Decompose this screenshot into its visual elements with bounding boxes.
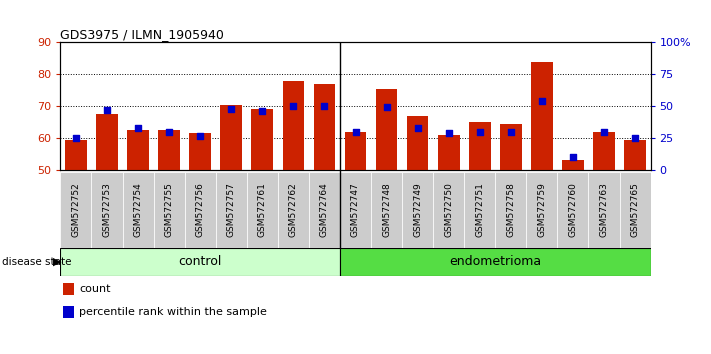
Point [443,130,454,136]
Bar [438,135,459,170]
FancyBboxPatch shape [557,172,589,248]
FancyBboxPatch shape [619,172,651,248]
FancyBboxPatch shape [433,172,464,248]
Point [70,135,82,141]
Point [132,125,144,131]
Point [598,129,609,135]
Text: control: control [178,256,222,268]
Bar [593,132,615,170]
FancyBboxPatch shape [309,172,340,248]
Bar [407,116,429,170]
Text: GSM572759: GSM572759 [538,183,546,238]
Bar [314,84,336,170]
Text: endometrioma: endometrioma [449,256,541,268]
FancyBboxPatch shape [247,172,278,248]
Text: ▶: ▶ [53,257,62,267]
FancyBboxPatch shape [496,172,526,248]
Text: GSM572751: GSM572751 [475,183,484,238]
Point [567,154,579,160]
FancyBboxPatch shape [340,248,651,276]
FancyBboxPatch shape [464,172,496,248]
FancyBboxPatch shape [589,172,619,248]
FancyBboxPatch shape [526,172,557,248]
FancyBboxPatch shape [60,172,92,248]
FancyBboxPatch shape [60,248,340,276]
Text: count: count [80,284,111,294]
Bar [189,133,211,170]
FancyBboxPatch shape [185,172,215,248]
Bar [282,81,304,170]
Bar [375,88,397,170]
Bar [345,132,366,170]
FancyBboxPatch shape [154,172,185,248]
Point [225,106,237,112]
Text: GDS3975 / ILMN_1905940: GDS3975 / ILMN_1905940 [60,28,224,41]
Text: GSM572760: GSM572760 [568,183,577,238]
Bar [127,130,149,170]
Text: GSM572750: GSM572750 [444,183,453,238]
FancyBboxPatch shape [122,172,154,248]
Text: GSM572748: GSM572748 [382,183,391,238]
Point [257,108,268,114]
FancyBboxPatch shape [92,172,122,248]
Point [350,129,361,135]
Point [412,125,423,131]
Text: GSM572755: GSM572755 [165,183,173,238]
Text: GSM572757: GSM572757 [227,183,236,238]
FancyBboxPatch shape [371,172,402,248]
Text: GSM572749: GSM572749 [413,183,422,238]
Point [102,107,113,113]
Point [319,103,330,109]
FancyBboxPatch shape [215,172,247,248]
Point [288,103,299,109]
Text: GSM572754: GSM572754 [134,183,143,238]
Text: GSM572752: GSM572752 [72,183,80,238]
FancyBboxPatch shape [278,172,309,248]
Bar [63,306,74,319]
Text: GSM572756: GSM572756 [196,183,205,238]
Bar [252,109,273,170]
Text: GSM572762: GSM572762 [289,183,298,238]
Point [164,129,175,135]
Bar [65,139,87,170]
Text: GSM572758: GSM572758 [506,183,515,238]
Text: GSM572753: GSM572753 [102,183,112,238]
Bar [562,160,584,170]
Bar [220,104,242,170]
Bar [531,62,552,170]
Point [536,98,547,104]
Point [629,135,641,141]
Bar [624,139,646,170]
Point [474,129,486,135]
Bar [500,124,522,170]
Text: GSM572764: GSM572764 [320,183,329,238]
Point [381,105,392,110]
Bar [63,282,74,296]
Point [505,129,516,135]
Bar [96,114,118,170]
Text: percentile rank within the sample: percentile rank within the sample [80,307,267,317]
Bar [469,122,491,170]
Text: GSM572747: GSM572747 [351,183,360,238]
Text: GSM572765: GSM572765 [631,183,639,238]
Bar [159,130,180,170]
Text: disease state: disease state [2,257,72,267]
Text: GSM572763: GSM572763 [599,183,609,238]
FancyBboxPatch shape [340,172,371,248]
Point [195,133,206,138]
Text: GSM572761: GSM572761 [258,183,267,238]
FancyBboxPatch shape [402,172,433,248]
